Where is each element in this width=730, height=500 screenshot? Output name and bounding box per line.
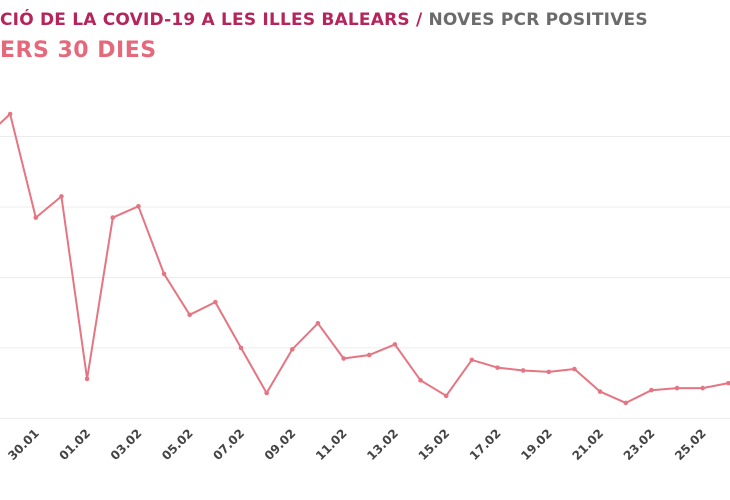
data-point[interactable] [649, 387, 654, 393]
data-point[interactable] [520, 368, 526, 373]
chart-metric-title: NOVES PCR POSITIVES [428, 10, 648, 30]
data-point[interactable] [315, 320, 321, 326]
data-point[interactable] [290, 347, 295, 352]
chart-subtitle: ERS 30 DIES [0, 38, 157, 63]
data-point[interactable] [264, 390, 269, 396]
x-tick-label: 25.02 [672, 426, 709, 463]
x-tick-label: 21.02 [569, 426, 606, 463]
data-point[interactable] [700, 385, 705, 391]
series-line [0, 113, 729, 404]
x-tick-label: 03.02 [108, 426, 145, 463]
line-layer [0, 113, 729, 404]
data-point[interactable] [597, 389, 603, 394]
x-tick-label: 17.02 [467, 426, 504, 463]
x-tick-label: 30.01 [5, 426, 42, 463]
data-point[interactable] [572, 366, 577, 372]
data-point[interactable] [161, 271, 167, 277]
data-point[interactable] [726, 380, 730, 386]
data-point[interactable] [213, 299, 218, 305]
data-point[interactable] [110, 215, 116, 220]
point-layer [7, 111, 730, 406]
data-point[interactable] [33, 215, 39, 220]
x-tick-label: 09.02 [262, 426, 299, 463]
chart-title: CIÓ DE LA COVID-19 A LES ILLES BALEARS [0, 10, 410, 30]
data-point[interactable] [674, 385, 680, 391]
data-point[interactable] [59, 194, 64, 199]
x-tick-label: 13.02 [364, 426, 401, 463]
x-tick-label: 11.02 [313, 426, 350, 463]
grid-layer [0, 136, 730, 419]
data-point[interactable] [7, 111, 13, 117]
tick-layer: 30.01 01.02 03.02 05.02 07.02 09.02 11.02 13.02… [5, 426, 709, 463]
data-point[interactable] [546, 369, 552, 375]
data-point[interactable] [623, 400, 629, 406]
data-point[interactable] [84, 376, 90, 382]
x-tick-label: 01.02 [56, 426, 93, 463]
x-tick-label: 15.02 [416, 426, 453, 463]
title-separator: / [409, 10, 429, 30]
data-point[interactable] [341, 356, 346, 361]
data-point[interactable] [238, 345, 244, 351]
x-tick-label: 05.02 [159, 426, 196, 463]
x-tick-label: 19.02 [518, 426, 555, 463]
chart-title-line: CIÓ DE LA COVID-19 A LES ILLES BALEARS /… [0, 10, 648, 30]
data-point[interactable] [495, 365, 500, 370]
data-point[interactable] [469, 357, 475, 363]
x-tick-label: 23.02 [621, 426, 658, 463]
data-point[interactable] [366, 352, 372, 358]
x-tick-label: 07.02 [210, 426, 247, 463]
data-point[interactable] [187, 312, 192, 318]
data-point[interactable] [136, 203, 141, 209]
data-point[interactable] [418, 378, 423, 383]
data-point[interactable] [443, 393, 449, 399]
data-point[interactable] [392, 342, 398, 347]
